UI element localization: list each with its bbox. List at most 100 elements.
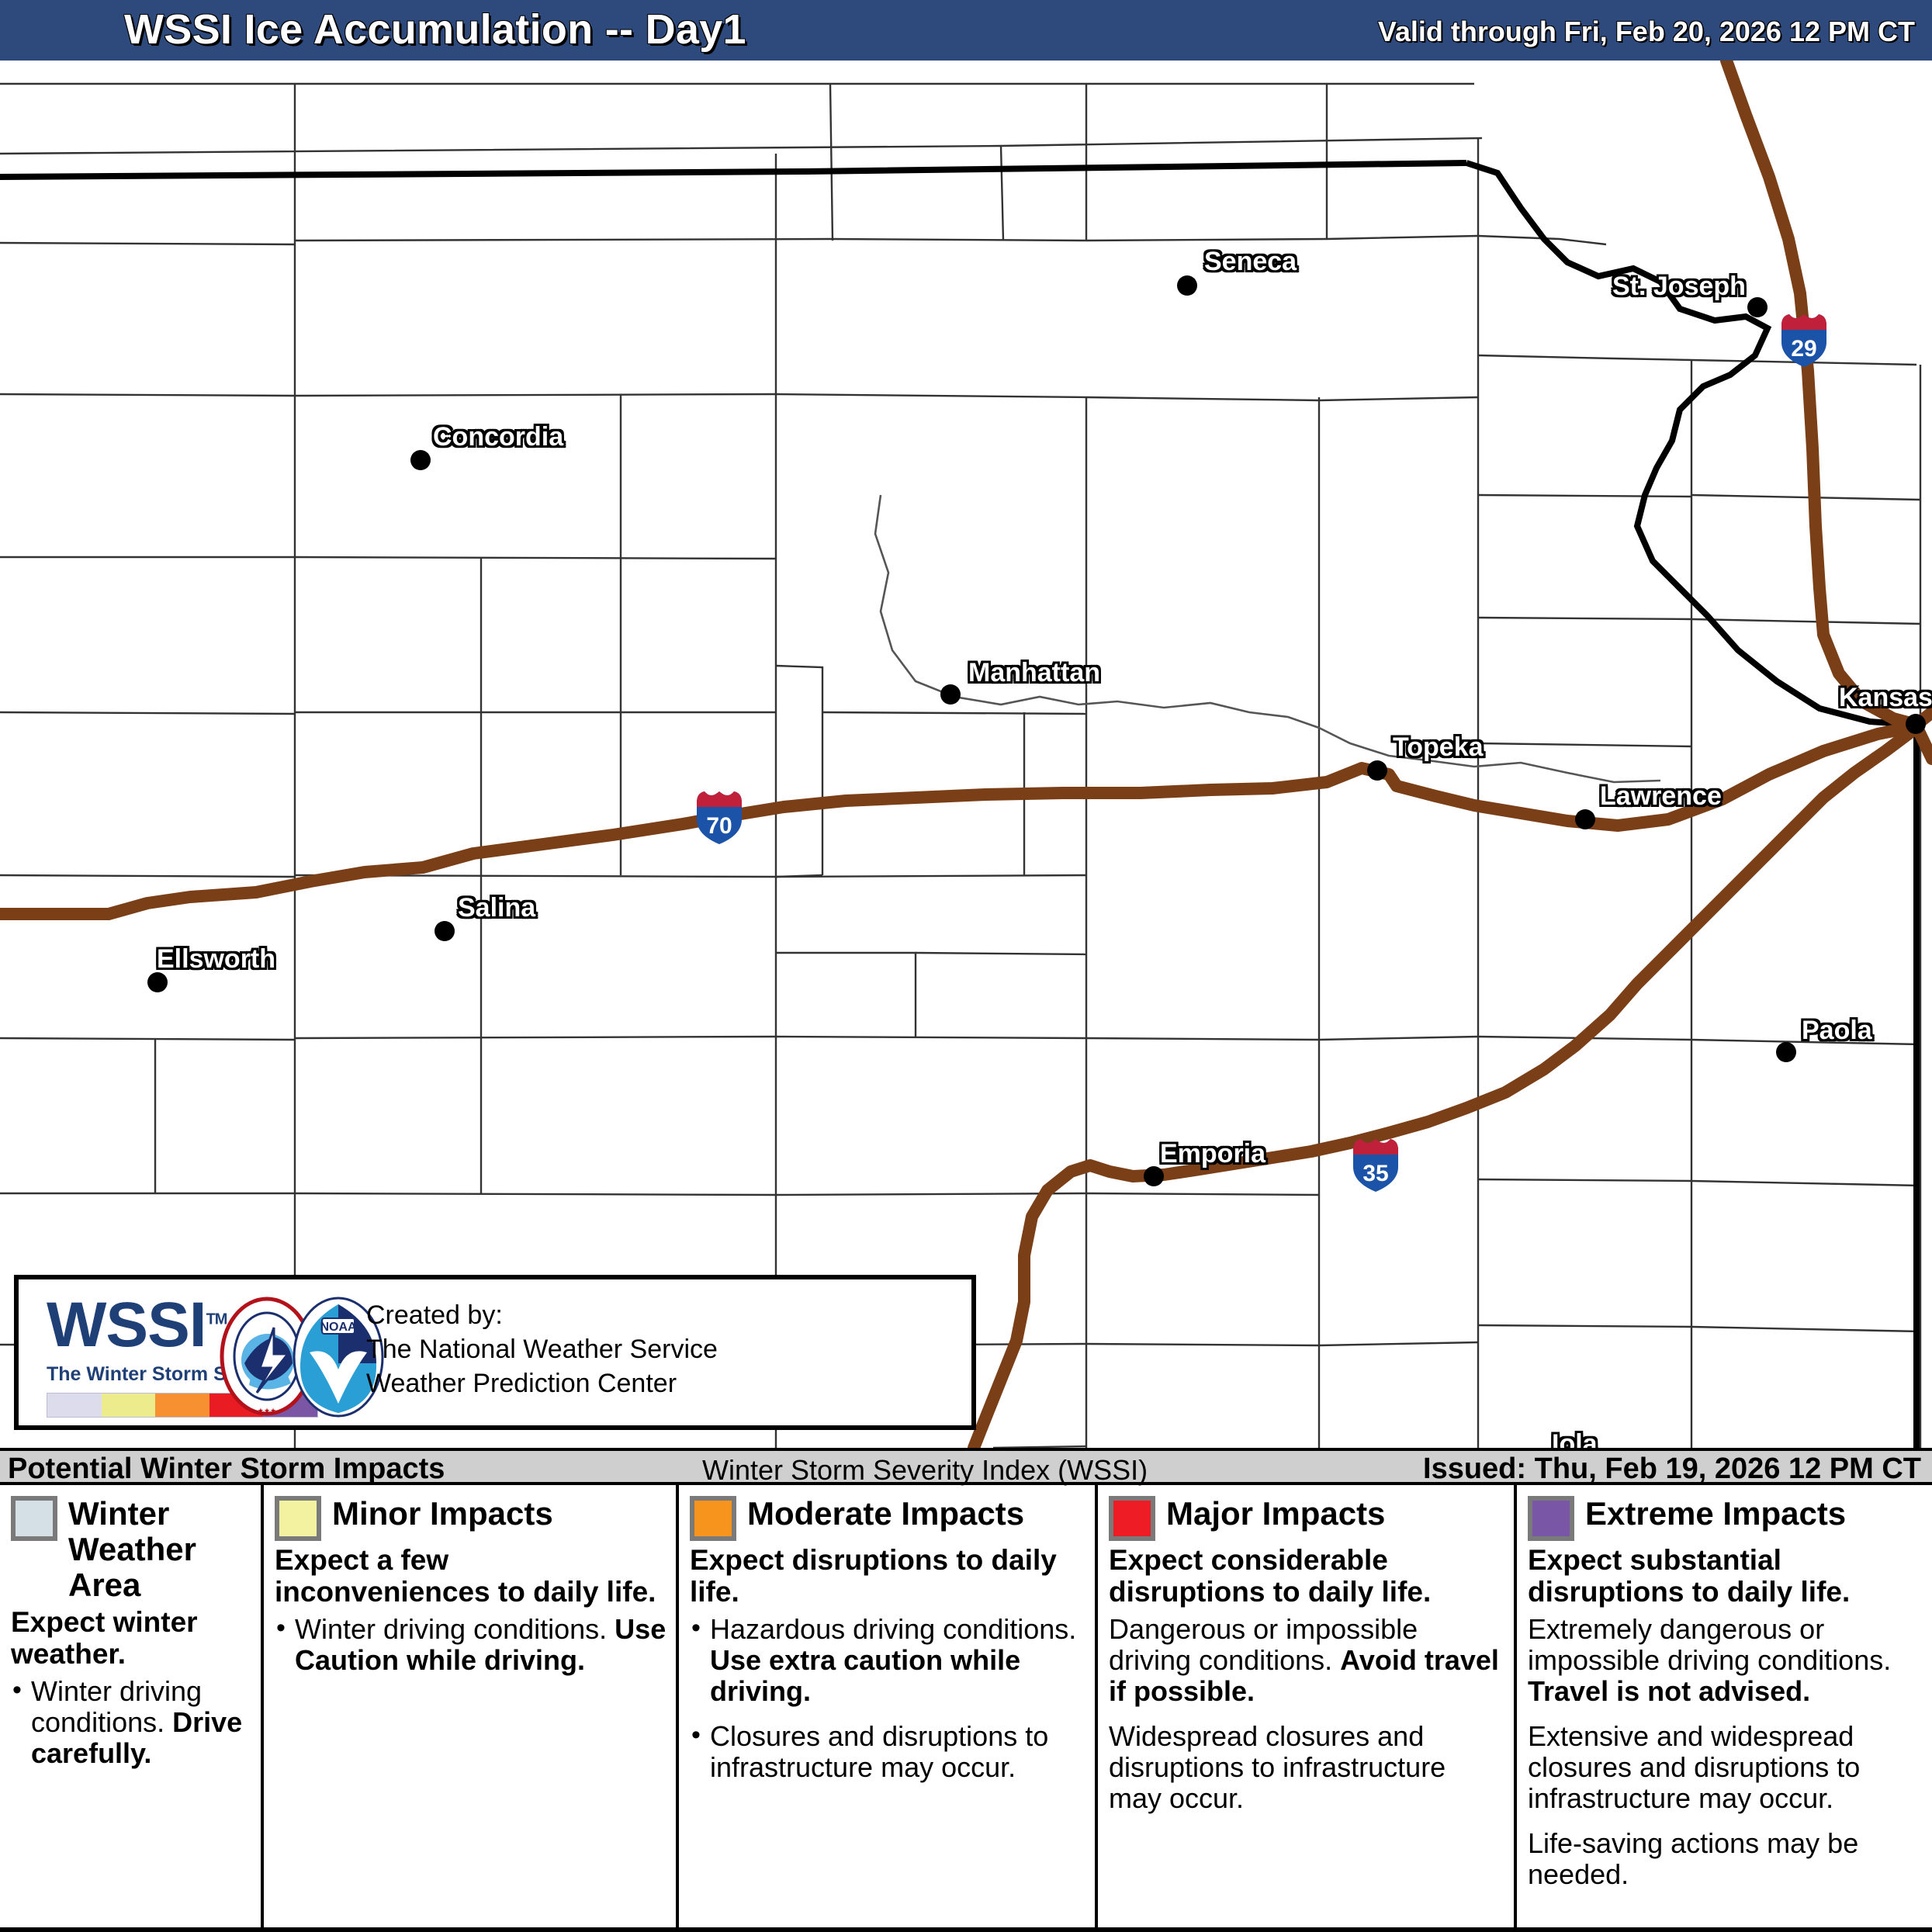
created-by-text: Created by: The National Weather Service… — [366, 1298, 718, 1401]
banner-title: Potential Winter Storm Impacts — [8, 1452, 445, 1485]
legend-color-swatch — [690, 1496, 736, 1541]
wssi-logo-box: WSSITM The Winter Storm Severity Index ★… — [14, 1275, 976, 1430]
legend-bullet-emphasis: Use Caution while driving. — [295, 1613, 667, 1676]
city-dot — [410, 450, 431, 470]
legend-category-label: Extreme Impacts — [1585, 1495, 1847, 1532]
legend-bullet-item: Extremely dangerous or impossible drivin… — [1528, 1613, 1892, 1707]
page-header: WSSI Ice Accumulation -- Day1 Valid thro… — [0, 0, 1932, 61]
legend-category-label: Major Impacts — [1166, 1495, 1386, 1532]
city-dot — [1367, 760, 1387, 781]
city-label: St. Joseph — [1612, 272, 1746, 301]
legend-column: Minor Impacts Expect a few inconveniences… — [264, 1485, 679, 1927]
interstate-shield-icon: 29 — [1778, 311, 1830, 369]
legend-bullet-emphasis: Use extra caution while driving. — [710, 1644, 1021, 1707]
legend-bullet-item: Winter driving conditions. Drive careful… — [11, 1674, 251, 1769]
legend-bullet-emphasis: Drive carefully. — [31, 1706, 243, 1769]
banner-issued-text: Issued: Thu, Feb 19, 2026 12 PM CT — [1423, 1452, 1921, 1485]
legend-summary-text: Expect disruptions to daily life. — [690, 1544, 1057, 1608]
legend-bullet-item: Hazardous driving conditions. Use extra … — [690, 1612, 1085, 1707]
legend-column: Moderate Impacts Expect disruptions to da… — [679, 1485, 1098, 1927]
map-geometry — [0, 61, 1932, 1448]
legend-category-label: Winter Weather Area — [68, 1495, 196, 1603]
city-label: Paola — [1802, 1016, 1872, 1045]
city-label: Lawrence — [1600, 781, 1722, 811]
legend-bullet-list: Winter driving conditions. Drive careful… — [11, 1674, 251, 1769]
page-title: WSSI Ice Accumulation -- Day1 — [124, 6, 746, 53]
svg-text:70: 70 — [706, 813, 732, 839]
legend-header: Major Impacts — [1109, 1496, 1504, 1541]
legend-summary-text: Expect winter weather. — [11, 1606, 198, 1670]
impact-legend: Winter Weather Area Expect winter weather… — [0, 1485, 1932, 1932]
county-boundaries — [0, 82, 1922, 1448]
legend-header: Moderate Impacts — [690, 1496, 1085, 1541]
legend-bullet-list: Winter driving conditions. Use Caution w… — [275, 1612, 667, 1676]
city-label: Topeka — [1393, 732, 1484, 762]
map-canvas[interactable]: Seneca St. Joseph Concordia Manhattan Kansas… — [0, 61, 1932, 1448]
city-dot — [1776, 1042, 1796, 1062]
legend-bullet-list: Extremely dangerous or impossible drivin… — [1528, 1614, 1923, 1890]
legend-color-swatch — [1528, 1496, 1574, 1541]
svg-text:29: 29 — [1791, 336, 1816, 362]
city-dot — [940, 684, 961, 705]
legend-bullet-item: Winter driving conditions. Use Caution w… — [275, 1612, 667, 1676]
legend-header: Extreme Impacts — [1528, 1496, 1923, 1541]
legend-bullet-item: Widespread closures and disruptions to i… — [1109, 1720, 1446, 1814]
created-by-line-1: The National Weather Service — [366, 1335, 718, 1364]
created-by-line-2: Weather Prediction Center — [366, 1369, 677, 1398]
interstate-shield-icon: 70 — [694, 788, 745, 846]
city-dot — [1575, 809, 1595, 829]
legend-color-swatch — [1109, 1496, 1155, 1541]
legend-bullet-item: Life-saving actions may be needed. — [1528, 1827, 1859, 1890]
city-dot — [435, 921, 455, 941]
svg-text:★★★: ★★★ — [258, 1407, 276, 1414]
interstate-route-lines — [0, 61, 1932, 1448]
legend-summary-text: Expect a few inconveniences to daily lif… — [275, 1544, 656, 1608]
banner-subtitle: Winter Storm Severity Index (WSSI) — [702, 1454, 1148, 1486]
svg-text:35: 35 — [1362, 1161, 1388, 1186]
city-dot — [147, 972, 168, 992]
nws-logo-icon: ★★★ — [220, 1297, 314, 1416]
city-dot — [1906, 714, 1926, 734]
legend-header: Minor Impacts — [275, 1496, 667, 1541]
legend-bullet-list: Hazardous driving conditions. Use extra … — [690, 1612, 1085, 1783]
legend-bullet-item: Extensive and widespread closures and di… — [1528, 1720, 1861, 1814]
trademark-symbol: TM — [206, 1311, 228, 1328]
city-label: Concordia — [433, 422, 564, 452]
state-boundary — [0, 160, 1920, 1448]
created-by-line-0: Created by: — [366, 1300, 503, 1330]
city-label: Emporia — [1160, 1139, 1266, 1169]
valid-through-text: Valid through Fri, Feb 20, 2026 12 PM CT — [1377, 16, 1915, 47]
legend-bullet-list: Dangerous or impossible driving conditio… — [1109, 1614, 1504, 1814]
legend-bullet-item: Closures and disruptions to infrastructu… — [690, 1719, 1085, 1783]
city-label: Salina — [458, 893, 536, 923]
noaa-logo-icon: NOAA — [293, 1297, 384, 1418]
city-label: Manhattan — [968, 658, 1100, 687]
city-label: Iola — [1552, 1429, 1598, 1448]
city-label: Ellsworth — [157, 944, 276, 974]
legend-column: Winter Weather Area Expect winter weather… — [0, 1485, 264, 1927]
logo-swatch-segment — [155, 1394, 209, 1417]
logo-swatch-segment — [47, 1394, 102, 1417]
legend-header: Winter Weather Area — [11, 1496, 251, 1603]
city-label: Kansas City — [1839, 683, 1932, 712]
wssi-wordmark: WSSITM — [47, 1290, 228, 1360]
svg-text:NOAA: NOAA — [320, 1321, 357, 1334]
legend-column: Major Impacts Expect considerable disrupt… — [1098, 1485, 1517, 1927]
city-dot — [1177, 275, 1197, 296]
interstate-shield-icon: 35 — [1350, 1136, 1401, 1193]
legend-bullet-item: Dangerous or impossible driving conditio… — [1109, 1613, 1499, 1707]
legend-bullet-emphasis: Avoid travel if possible. — [1109, 1644, 1499, 1707]
city-label: Seneca — [1204, 247, 1297, 276]
city-dot — [1144, 1166, 1164, 1186]
legend-category-label: Minor Impacts — [332, 1495, 553, 1532]
legend-column: Extreme Impacts Expect substantial disrup… — [1517, 1485, 1932, 1927]
legend-category-label: Moderate Impacts — [747, 1495, 1025, 1532]
river-lines — [874, 494, 1661, 784]
legend-summary-text: Expect considerable disruptions to daily… — [1109, 1544, 1432, 1608]
legend-color-swatch — [275, 1496, 321, 1541]
impacts-banner: Potential Winter Storm Impacts Winter St… — [0, 1448, 1932, 1486]
legend-color-swatch — [11, 1496, 57, 1541]
legend-summary-text: Expect substantial disruptions to daily … — [1528, 1544, 1851, 1608]
city-dot — [1747, 297, 1768, 317]
